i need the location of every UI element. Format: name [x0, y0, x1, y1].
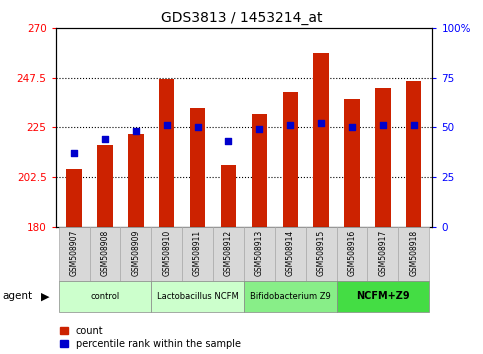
Bar: [97, 145, 113, 227]
Bar: [306, 227, 337, 281]
Bar: [58, 227, 89, 281]
Text: GSM508910: GSM508910: [162, 230, 171, 276]
Bar: [182, 227, 213, 281]
Text: GSM508914: GSM508914: [286, 230, 295, 276]
Bar: [120, 227, 151, 281]
Text: GSM508913: GSM508913: [255, 230, 264, 276]
Bar: [151, 281, 244, 312]
Point: [132, 129, 140, 134]
Text: GSM508918: GSM508918: [409, 230, 418, 276]
Bar: [151, 227, 182, 281]
Point: [194, 125, 201, 130]
Point: [286, 122, 294, 128]
Bar: [66, 169, 82, 227]
Text: GDS3813 / 1453214_at: GDS3813 / 1453214_at: [161, 11, 322, 25]
Bar: [337, 281, 429, 312]
Bar: [406, 81, 422, 227]
Bar: [283, 92, 298, 227]
Bar: [190, 108, 205, 227]
Text: Bifidobacterium Z9: Bifidobacterium Z9: [250, 292, 330, 301]
Bar: [252, 114, 267, 227]
Bar: [89, 227, 120, 281]
Text: GSM508912: GSM508912: [224, 230, 233, 276]
Text: ▶: ▶: [41, 291, 50, 302]
Point: [225, 138, 232, 144]
Bar: [159, 79, 174, 227]
Point: [256, 127, 263, 132]
Bar: [344, 99, 360, 227]
Text: GSM508911: GSM508911: [193, 230, 202, 276]
Bar: [313, 52, 329, 227]
Text: GSM508917: GSM508917: [378, 230, 387, 276]
Text: GSM508907: GSM508907: [70, 230, 79, 276]
Text: GSM508915: GSM508915: [317, 230, 326, 276]
Bar: [275, 227, 306, 281]
Bar: [58, 281, 151, 312]
Bar: [375, 88, 391, 227]
Text: NCFM+Z9: NCFM+Z9: [356, 291, 410, 302]
Point: [317, 121, 325, 126]
Bar: [221, 165, 236, 227]
Bar: [337, 227, 368, 281]
Bar: [368, 227, 398, 281]
Text: GSM508909: GSM508909: [131, 230, 141, 276]
Point: [379, 122, 387, 128]
Text: control: control: [90, 292, 120, 301]
Bar: [244, 227, 275, 281]
Text: GSM508916: GSM508916: [347, 230, 356, 276]
Bar: [244, 281, 337, 312]
Point: [101, 137, 109, 142]
Point: [70, 150, 78, 156]
Bar: [128, 134, 143, 227]
Point: [410, 122, 418, 128]
Bar: [213, 227, 244, 281]
Text: agent: agent: [2, 291, 32, 302]
Text: GSM508908: GSM508908: [100, 230, 110, 276]
Text: Lactobacillus NCFM: Lactobacillus NCFM: [156, 292, 239, 301]
Bar: [398, 227, 429, 281]
Point: [348, 125, 356, 130]
Point: [163, 122, 170, 128]
Legend: count, percentile rank within the sample: count, percentile rank within the sample: [60, 326, 241, 349]
